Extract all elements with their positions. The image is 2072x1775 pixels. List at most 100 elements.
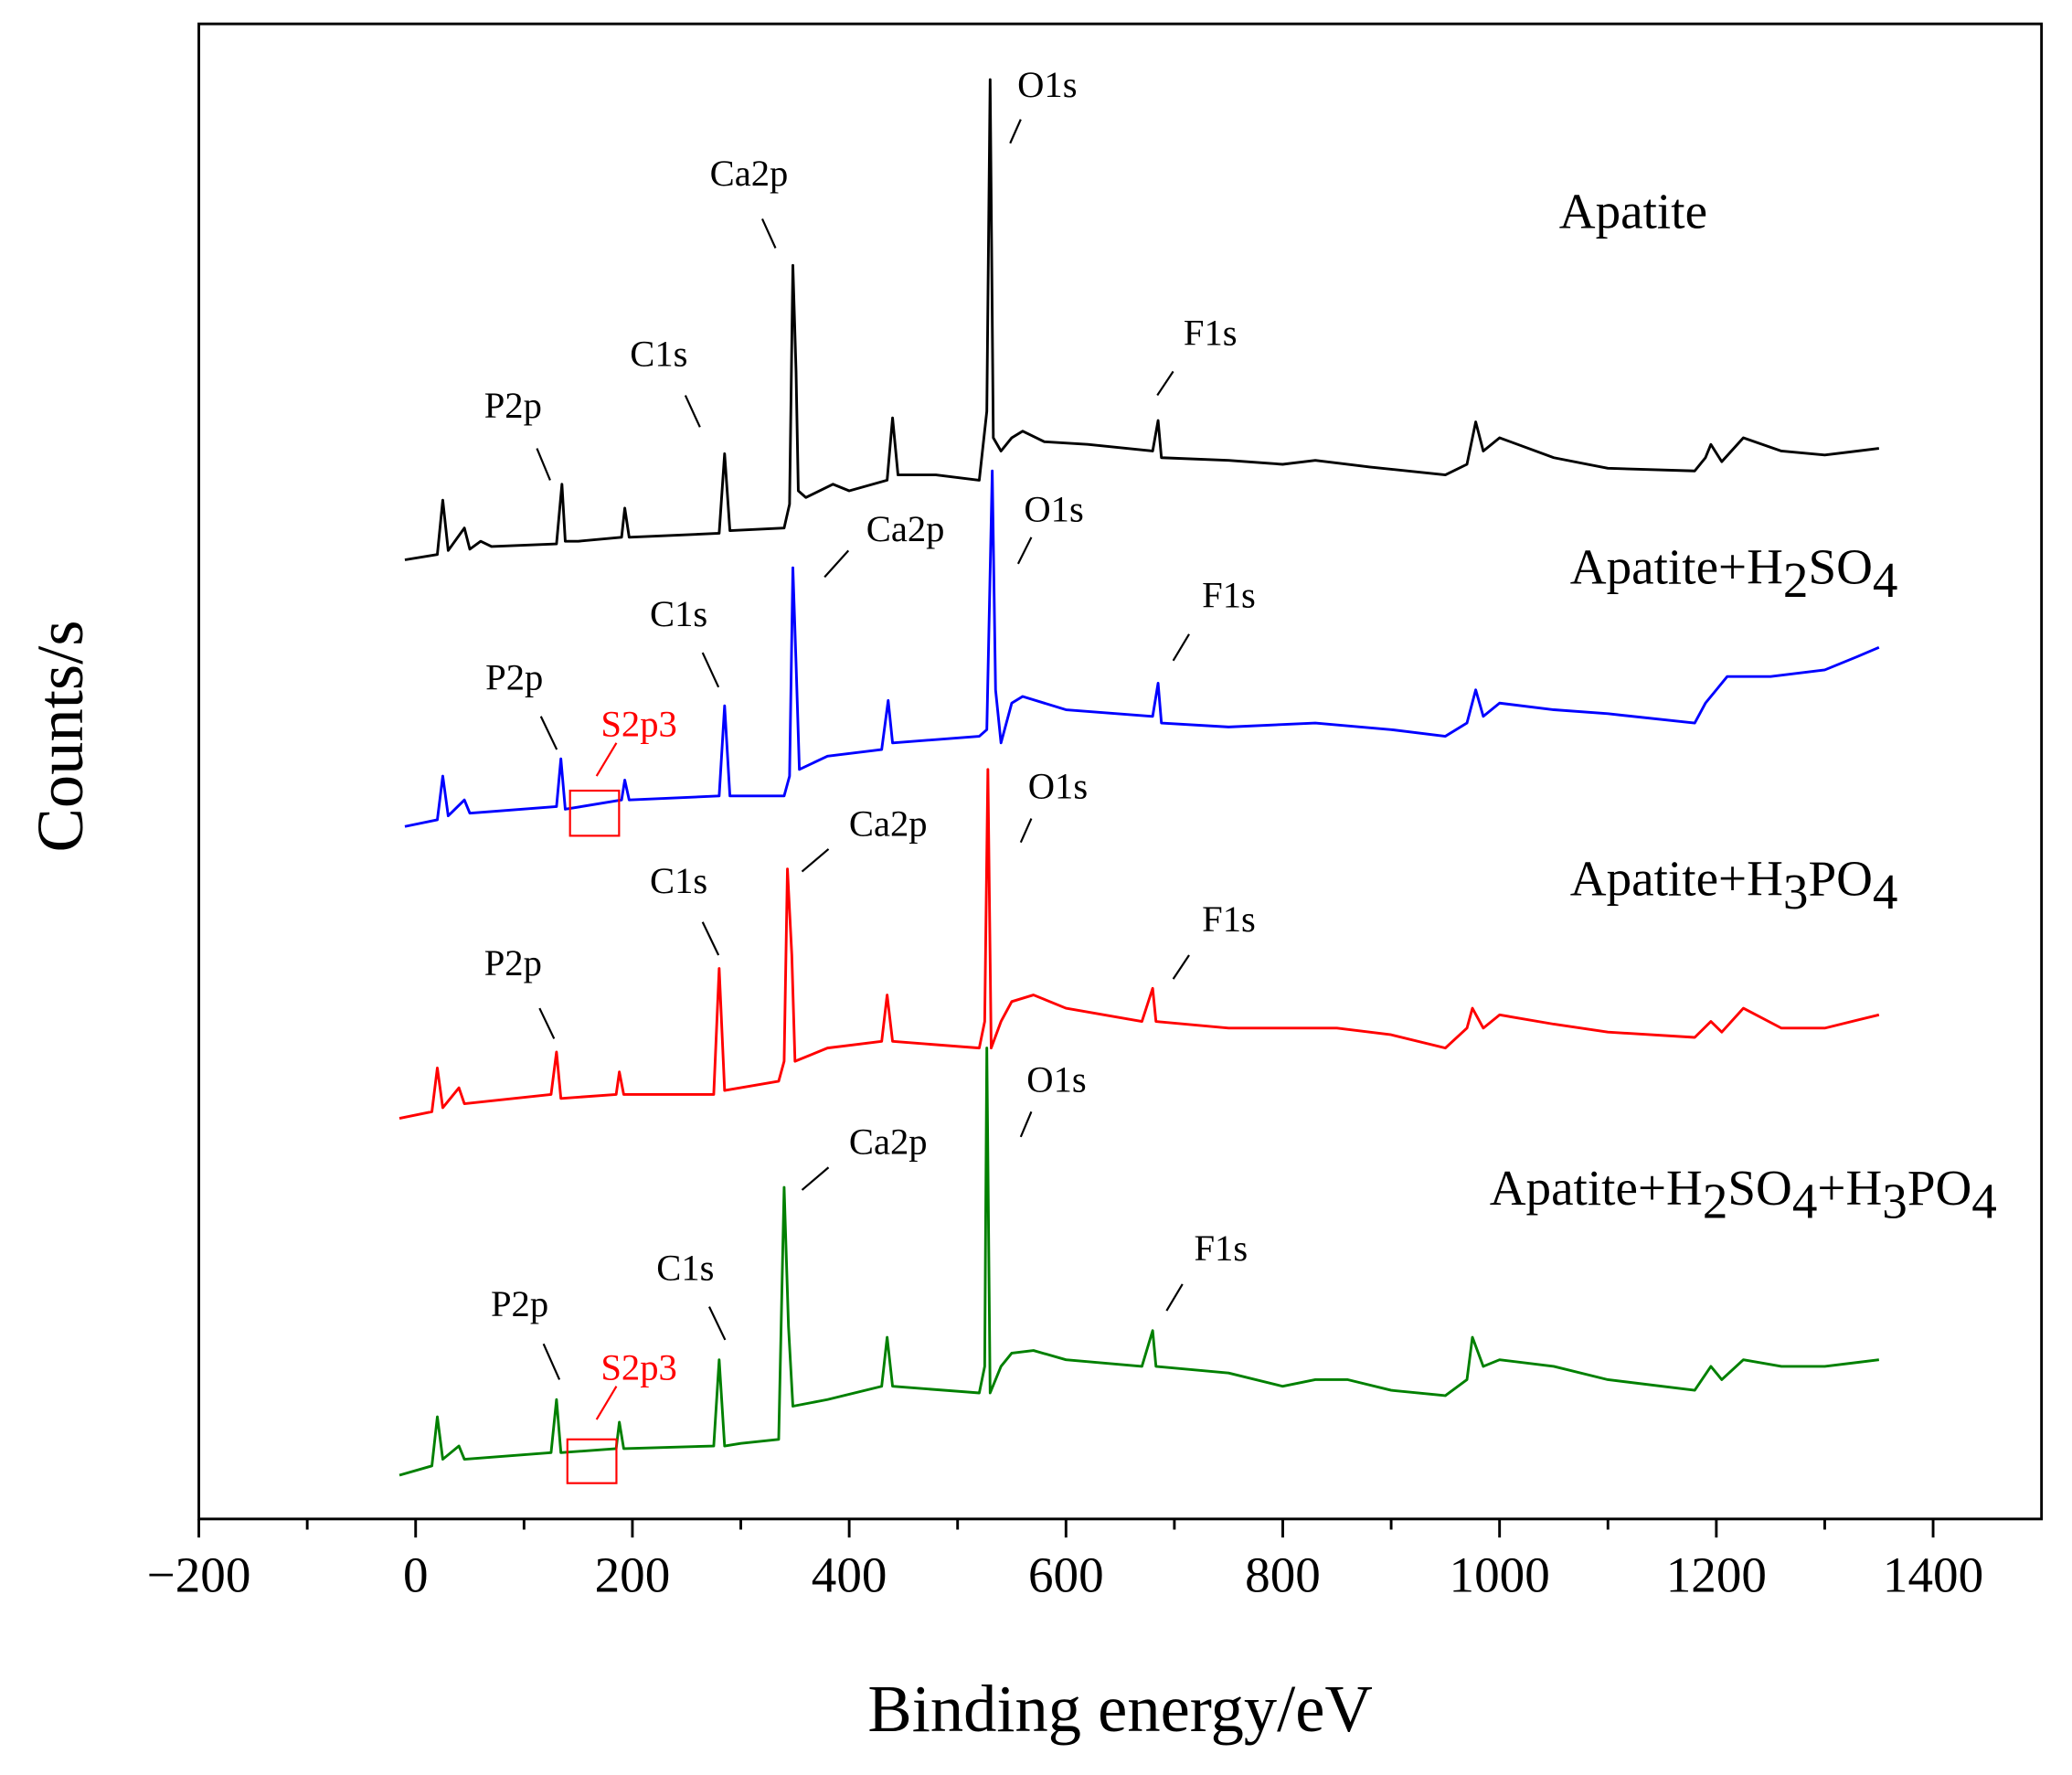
peak-label: F1s [1184, 312, 1238, 353]
label-part: t [1682, 539, 1695, 595]
label-part: A [1570, 539, 1607, 595]
label-part: a [1631, 851, 1653, 907]
peak-label: C1s [650, 593, 707, 634]
spectrum-line [398, 768, 1880, 1120]
label-part: i [1657, 184, 1671, 239]
plot-frame [197, 22, 2044, 1521]
peak-label: P2p [484, 942, 542, 983]
leader-line [595, 1386, 618, 1420]
x-tick-label: 0 [403, 1547, 429, 1603]
label-part: t [1574, 1160, 1588, 1216]
peak-label: O1s [1024, 488, 1083, 529]
label-part: P [1808, 851, 1836, 907]
leader-line [1165, 1283, 1184, 1312]
peak-label: S2p3 [600, 704, 676, 745]
peak-label: C1s [630, 334, 687, 375]
label-part: e [1616, 1160, 1638, 1216]
label-part: + [1718, 851, 1747, 907]
label-part: p [1526, 1160, 1552, 1216]
peak-label: F1s [1202, 898, 1256, 940]
label-part: 3 [1882, 1173, 1907, 1228]
series-label: Apatite+H2SO4+H3PO4 [1490, 1160, 1997, 1229]
spectrum-line [398, 1047, 1879, 1477]
spectrum-line [404, 78, 1879, 561]
peak-label: O1s [1028, 766, 1088, 807]
peak-label: P2p [484, 385, 542, 426]
leader-line [1009, 119, 1022, 144]
label-part: t [1654, 851, 1668, 907]
label-part: H [1747, 851, 1783, 907]
spectrum-line [404, 469, 1880, 828]
leader-line [1172, 954, 1190, 980]
label-part: + [1718, 539, 1747, 595]
label-part: 4 [1792, 1173, 1818, 1228]
label-part: e [1685, 184, 1707, 239]
peak-label: C1s [656, 1248, 714, 1289]
leader-line [801, 1166, 830, 1191]
peak-label: F1s [1194, 1228, 1248, 1269]
label-part: A [1570, 851, 1607, 907]
label-part: S [1727, 1160, 1756, 1216]
leader-line [538, 1007, 556, 1039]
leader-line [684, 395, 701, 428]
leader-line [801, 848, 830, 873]
leader-line [1156, 370, 1174, 397]
x-tick-label: 400 [812, 1547, 887, 1603]
series-label: Apatite+H3PO4 [1570, 851, 1898, 920]
label-part: t [1643, 184, 1657, 239]
label-part: t [1671, 184, 1684, 239]
leader-line [539, 716, 558, 750]
label-part: t [1601, 1160, 1615, 1216]
peak-label: Ca2p [710, 153, 789, 194]
peak-label: O1s [1017, 64, 1077, 105]
label-part: e [1696, 539, 1718, 595]
label-part: i [1668, 539, 1682, 595]
label-part: 4 [1873, 864, 1898, 919]
peak-label: Ca2p [849, 802, 928, 844]
leader-line [1019, 1111, 1033, 1138]
peak-label: P2p [491, 1283, 548, 1324]
label-part: + [1638, 1160, 1666, 1216]
leader-line [536, 448, 551, 481]
label-part: O [1936, 1160, 1972, 1216]
peak-label: Ca2p [866, 508, 945, 549]
leader-line [595, 742, 618, 777]
x-tick-label: 1400 [1883, 1547, 1983, 1603]
x-tick-label: 600 [1028, 1547, 1104, 1603]
label-part: O [1756, 1160, 1792, 1216]
leader-line [701, 921, 720, 956]
x-tick-label: 1200 [1666, 1547, 1767, 1603]
leader-line [701, 652, 720, 688]
label-part: 4 [1971, 1173, 1997, 1228]
leader-line [1019, 818, 1033, 844]
leader-line [1016, 537, 1033, 565]
label-part: i [1588, 1160, 1601, 1216]
label-part: a [1551, 1160, 1573, 1216]
highlight-box [566, 1438, 618, 1484]
label-part: H [1666, 1160, 1703, 1216]
label-part: 2 [1703, 1173, 1728, 1228]
series-label: Apatite+H2SO4 [1570, 539, 1898, 609]
label-part: H [1747, 539, 1783, 595]
leader-line [542, 1343, 561, 1380]
label-part: O [1836, 539, 1873, 595]
label-part: P [1907, 1160, 1936, 1216]
label-part: e [1696, 851, 1718, 907]
label-part: p [1607, 539, 1632, 595]
peak-label: F1s [1202, 575, 1256, 616]
series-label: Apatite [1559, 184, 1707, 239]
x-tick-label: 800 [1245, 1547, 1321, 1603]
leader-line [823, 549, 850, 579]
label-part: + [1817, 1160, 1845, 1216]
label-part: H [1846, 1160, 1883, 1216]
label-part: t [1654, 539, 1668, 595]
peak-label: O1s [1026, 1059, 1086, 1100]
peak-label: P2p [485, 657, 543, 698]
label-part: a [1620, 184, 1642, 239]
label-part: 2 [1783, 552, 1809, 608]
label-part: i [1668, 851, 1682, 907]
peak-label: S2p3 [600, 1346, 676, 1387]
label-part: p [1607, 851, 1632, 907]
x-tick-label: −200 [147, 1547, 251, 1603]
